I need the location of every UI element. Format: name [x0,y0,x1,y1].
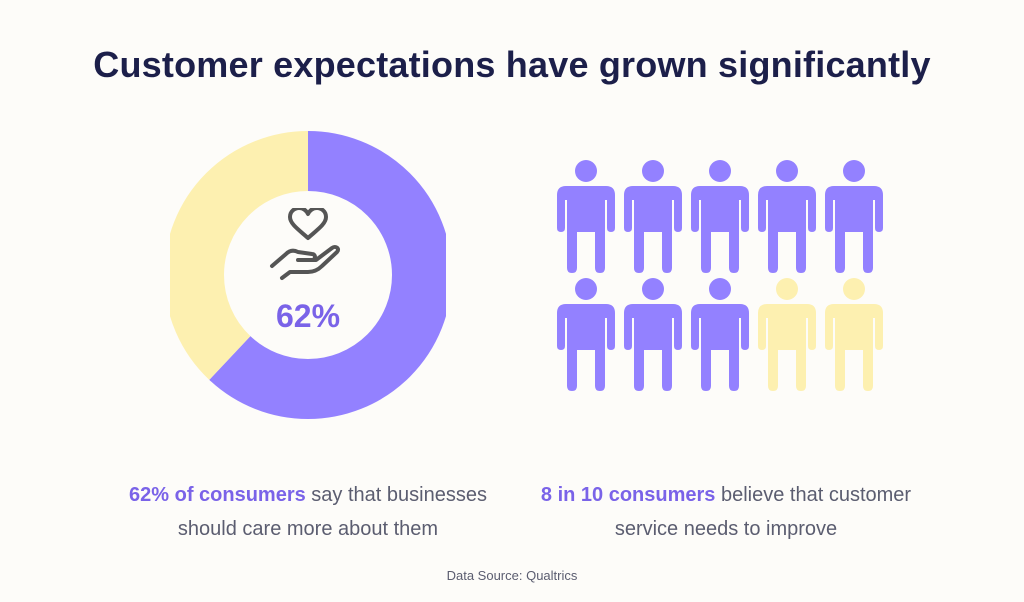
person-icon [691,278,749,391]
donut-slice-1 [170,131,446,419]
person-icon [624,160,682,273]
caption-right-highlight: 8 in 10 consumers [540,484,716,506]
data-source: Data Source: Qualtrics [446,568,578,583]
caption-left: 62% of consumers say that businesses sho… [98,478,518,546]
caption-left-highlight: 62% of consumers [129,484,306,506]
caption-right-text: believe that customer service needs to i… [614,484,912,540]
person-icon [825,278,883,391]
person-icon [557,278,615,391]
person-icon [825,160,883,273]
person-icon [758,278,816,391]
person-icon [557,160,615,273]
people-pictogram-svg [557,160,883,391]
person-icon [624,278,682,391]
caption-left-text: say that businesses should care more abo… [177,484,487,540]
person-icon [691,160,749,273]
page-title: Customer expectations have grown signifi… [93,44,931,85]
donut-chart-svg [170,131,446,419]
person-icon [758,160,816,273]
caption-right: 8 in 10 consumers believe that customer … [516,478,936,546]
donut-chart: 62% [170,130,446,420]
people-pictogram [556,160,896,400]
